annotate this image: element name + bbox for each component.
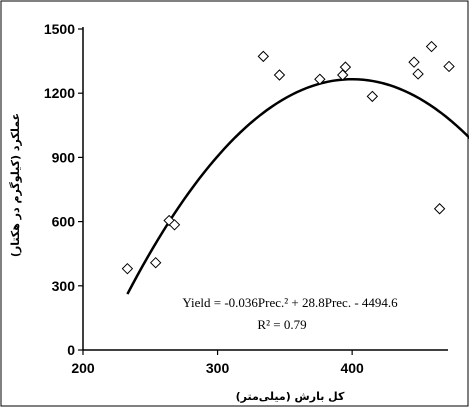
data-point xyxy=(168,219,181,231)
data-point xyxy=(257,50,270,63)
y-tick-label: 1200 xyxy=(44,85,75,101)
y-tick-label: 600 xyxy=(52,214,76,230)
data-point xyxy=(121,262,134,275)
data-point xyxy=(273,69,286,81)
y-tick-label: 900 xyxy=(52,149,76,165)
trendline xyxy=(126,77,469,295)
data-point xyxy=(163,214,175,227)
axes xyxy=(82,27,448,351)
y-axis-title: عملکرد (کیلوگرم در هکتار) xyxy=(9,113,22,257)
data-points xyxy=(121,40,455,275)
tick-marks xyxy=(78,28,353,355)
x-axis-title: کل بارش (میلی‌متر) xyxy=(236,390,345,403)
r-squared-annotation: R² = 0.79 xyxy=(257,317,306,332)
data-point xyxy=(408,56,420,68)
data-point xyxy=(366,90,379,103)
y-tick-label: 1500 xyxy=(44,21,75,37)
y-tick-label: 0 xyxy=(67,342,75,358)
x-tick-label: 200 xyxy=(71,360,95,376)
data-point xyxy=(149,256,162,269)
data-point xyxy=(443,60,455,73)
tick-labels: 030060090012001500200300400500 xyxy=(44,21,364,376)
x-tick-label: 300 xyxy=(206,360,230,376)
data-point xyxy=(337,69,349,81)
data-point xyxy=(412,68,424,80)
data-point xyxy=(314,73,326,85)
trendline-group xyxy=(126,77,469,295)
data-point xyxy=(433,203,446,215)
x-tick-label: 400 xyxy=(340,360,364,376)
y-tick-label: 300 xyxy=(52,278,76,294)
equation-annotation: Yield = -0.036Prec.² + 28.8Prec. - 4494.… xyxy=(182,295,398,310)
data-point xyxy=(339,61,352,73)
data-point xyxy=(425,40,438,53)
